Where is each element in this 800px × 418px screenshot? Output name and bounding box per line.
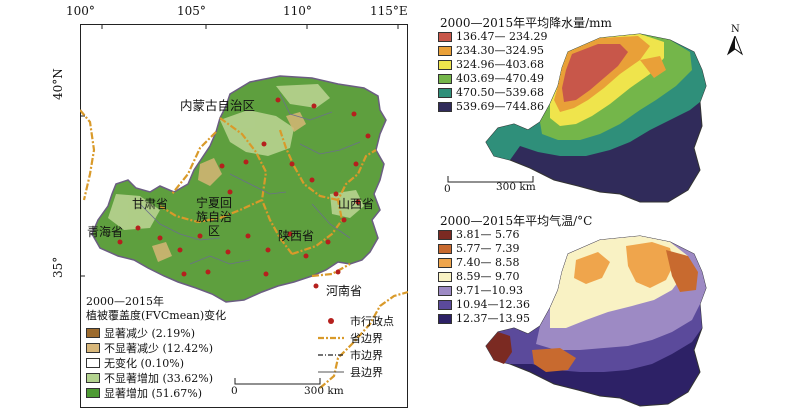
precip-map-title: 2000—2015年平均降水量/mm	[440, 16, 612, 30]
legend-label: 234.30—324.95	[456, 44, 544, 57]
legend-swatch	[438, 59, 452, 70]
legend-swatch	[86, 358, 100, 368]
legend-label: 3.81— 5.76	[456, 228, 520, 241]
fvc-legend-title-1: 2000—2015年	[86, 295, 164, 308]
legend-label: 市边界	[350, 349, 383, 362]
scale-zero: 0	[231, 385, 238, 397]
lon-tick: 100°	[66, 4, 95, 18]
temp-legend-item: 3.81— 5.76	[438, 228, 519, 241]
fvc-legend-item: 显著减少 (2.19%)	[86, 325, 195, 341]
scale-max: 300 km	[496, 181, 536, 193]
legend-swatch	[438, 73, 452, 84]
precip-map-svg	[485, 33, 707, 203]
scale-bar-icon	[234, 378, 321, 385]
region-label-shaanxi: 陕西省	[278, 229, 315, 243]
scale-zero: 0	[444, 183, 451, 195]
temp-map-svg	[485, 235, 707, 407]
legend-label: 12.37—13.95	[456, 312, 530, 325]
precip-legend-item: 136.47— 234.29	[438, 30, 547, 43]
province-boundary-legend: 省边界	[318, 330, 383, 346]
region-label-ningxia-text: 宁夏回族自治区	[195, 196, 232, 238]
legend-label: 县边界	[350, 366, 383, 379]
red-dot-icon	[328, 318, 334, 324]
city-point-legend: 市行政点	[318, 313, 394, 329]
region-label-henan: 河南省	[326, 284, 363, 298]
temp-legend-item: 5.77— 7.39	[438, 242, 519, 255]
region-label-shanxi: 山西省	[338, 197, 375, 211]
fvc-legend-item: 无变化 (0.10%)	[86, 355, 184, 371]
temp-legend-item: 9.71—10.93	[438, 284, 523, 297]
precip-legend-item: 234.30—324.95	[438, 44, 544, 57]
lat-tick: 40°N	[51, 68, 65, 100]
legend-swatch	[86, 343, 100, 353]
legend-label: 不显著减少 (12.42%)	[104, 342, 214, 355]
lon-tick: 115°E	[370, 4, 408, 18]
legend-label: 9.71—10.93	[456, 284, 523, 297]
legend-label: 403.69—470.49	[456, 72, 544, 85]
temp-legend-item: 10.94—12.36	[438, 298, 530, 311]
fvc-legend-item: 不显著增加 (33.62%)	[86, 370, 213, 386]
north-label: N	[731, 24, 740, 35]
legend-swatch	[86, 328, 100, 338]
precip-legend-item: 403.69—470.49	[438, 72, 544, 85]
legend-swatch	[438, 31, 452, 42]
legend-swatch	[438, 285, 452, 296]
precip-legend-item: 324.96—403.68	[438, 58, 544, 71]
region-label-gansu: 甘肃省	[132, 197, 169, 211]
precip-legend-item: 470.50—539.68	[438, 86, 544, 99]
scale-bar-icon	[447, 176, 534, 183]
fvc-map-svg	[80, 24, 408, 389]
legend-label: 不显著增加 (33.62%)	[104, 372, 214, 385]
county-boundary-icon	[318, 371, 344, 373]
legend-swatch	[438, 87, 452, 98]
precip-legend-item: 539.69—744.86	[438, 100, 544, 113]
city-boundary-icon	[318, 354, 344, 356]
temp-map-title: 2000—2015年平均气温/°C	[440, 214, 593, 228]
legend-label: 5.77— 7.39	[456, 242, 520, 255]
legend-swatch	[438, 243, 452, 254]
legend-label: 显著减少 (2.19%)	[104, 327, 196, 340]
legend-label: 10.94—12.36	[456, 298, 530, 311]
temp-legend-item: 7.40— 8.58	[438, 256, 519, 269]
city-boundary-legend: 市边界	[318, 347, 383, 363]
legend-label: 470.50—539.68	[456, 86, 544, 99]
legend-swatch	[438, 229, 452, 240]
legend-swatch	[438, 257, 452, 268]
north-arrow-icon	[726, 36, 744, 56]
legend-label: 无变化 (0.10%)	[104, 357, 185, 370]
temp-legend-item: 12.37—13.95	[438, 312, 530, 325]
legend-label: 136.47— 234.29	[456, 30, 548, 43]
legend-swatch	[438, 101, 452, 112]
legend-label: 539.69—744.86	[456, 100, 544, 113]
legend-swatch	[438, 45, 452, 56]
legend-label: 省边界	[350, 332, 383, 345]
county-boundary-legend: 县边界	[318, 364, 383, 380]
province-boundary-icon	[318, 336, 344, 340]
legend-swatch	[438, 313, 452, 324]
lat-tick: 35°	[51, 256, 65, 278]
legend-swatch	[438, 271, 452, 282]
region-label-ningxia: 宁夏回族自治区	[192, 196, 236, 238]
temp-legend-item: 8.59— 9.70	[438, 270, 519, 283]
legend-label: 8.59— 9.70	[456, 270, 520, 283]
legend-label: 显著增加 (51.67%)	[104, 387, 203, 400]
lon-tick: 110°	[283, 4, 312, 18]
fvc-legend-item: 显著增加 (51.67%)	[86, 385, 202, 401]
scale-max: 300 km	[304, 385, 344, 397]
lon-tick: 105°	[177, 4, 206, 18]
fvc-legend-item: 不显著减少 (12.42%)	[86, 340, 213, 356]
legend-label: 324.96—403.68	[456, 58, 544, 71]
legend-label: 7.40— 8.58	[456, 256, 520, 269]
legend-swatch	[438, 299, 452, 310]
legend-swatch	[86, 388, 100, 398]
region-label-nmg: 内蒙古自治区	[180, 98, 256, 113]
region-label-qinghai: 青海省	[87, 225, 124, 239]
legend-swatch	[86, 373, 100, 383]
fvc-legend-title-2: 植被覆盖度(FVCmean)变化	[86, 309, 227, 322]
fvc-map-frame	[80, 24, 408, 408]
legend-label: 市行政点	[350, 315, 394, 328]
